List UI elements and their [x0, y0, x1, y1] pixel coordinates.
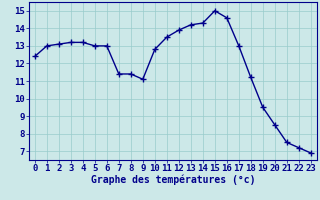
X-axis label: Graphe des températures (°c): Graphe des températures (°c)	[91, 175, 255, 185]
